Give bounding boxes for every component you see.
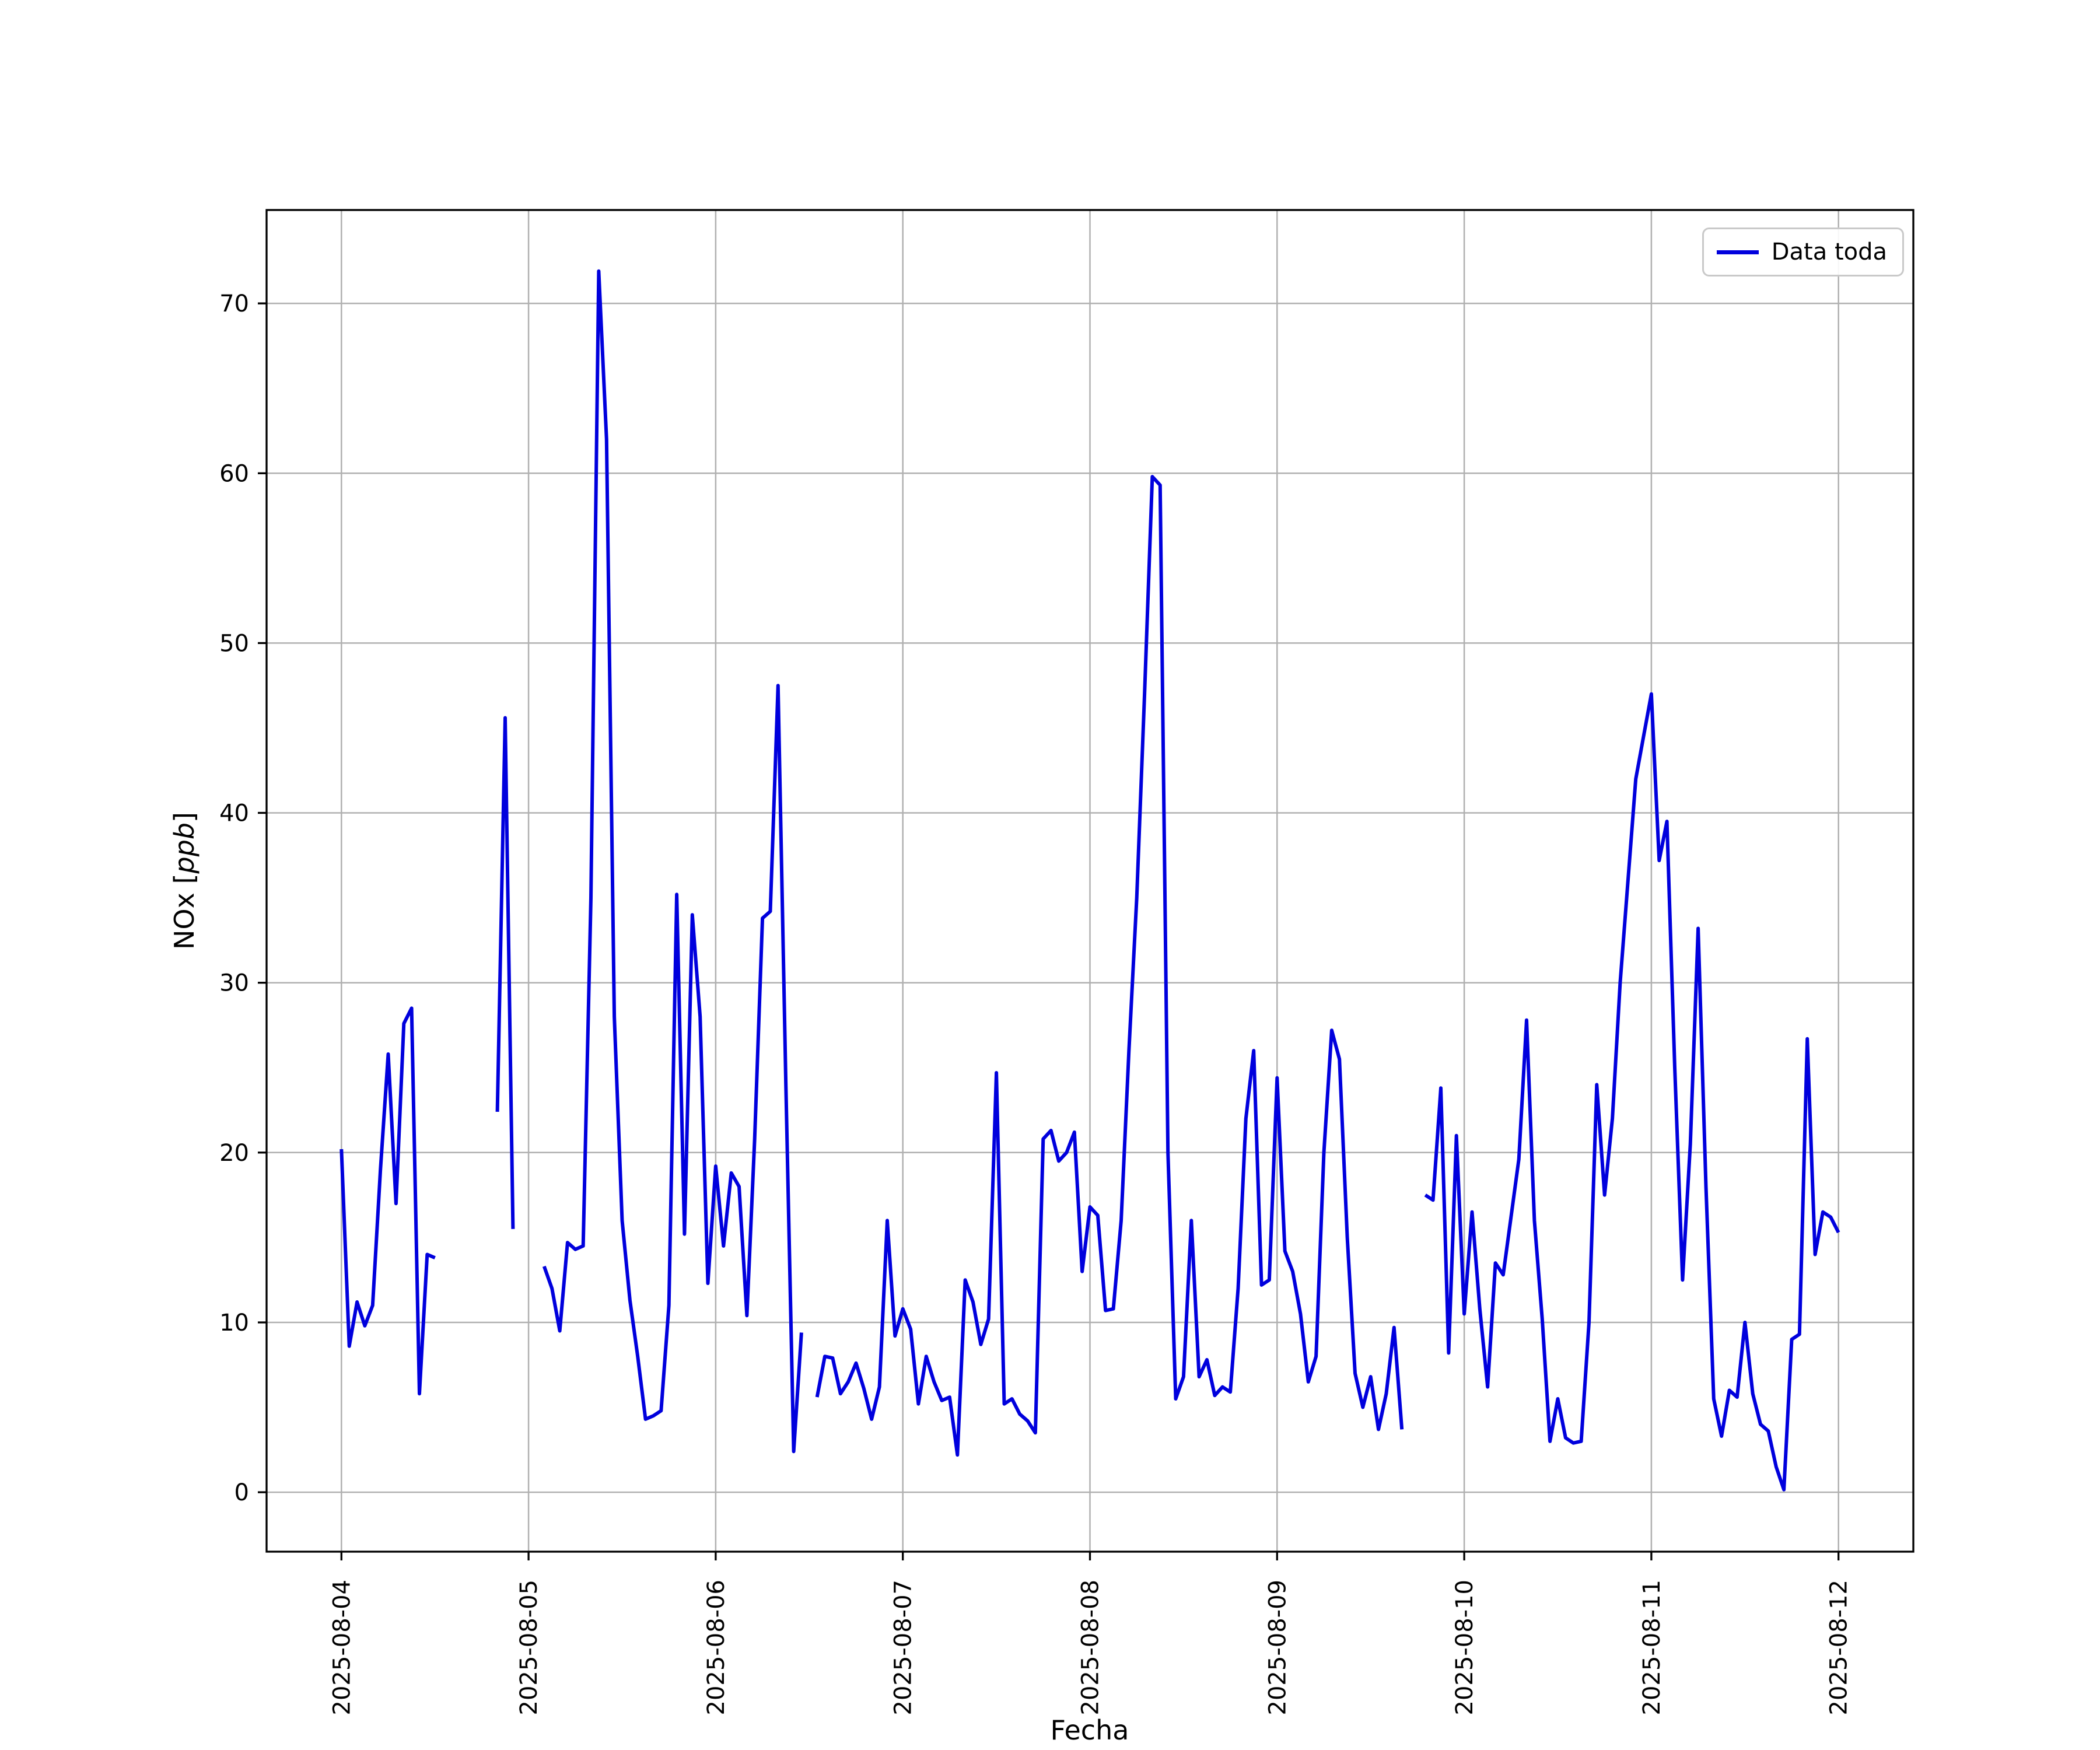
y-tick-label: 50	[219, 630, 249, 657]
data-line-series	[815, 475, 1404, 1457]
x-axis-label: Fecha	[1050, 1714, 1129, 1746]
legend-label: Data toda	[1771, 239, 1887, 265]
axes-spines	[265, 209, 1915, 1553]
y-tick-label: 70	[219, 290, 249, 317]
x-tick-label: 2025-08-07	[890, 1580, 917, 1715]
y-axis-label-math: ppb	[169, 822, 200, 874]
y-tick-label: 40	[219, 800, 249, 827]
y-tick-label: 20	[219, 1140, 249, 1167]
y-tick-label: 60	[219, 460, 249, 487]
y-tick-label: 0	[235, 1479, 249, 1506]
legend: Data toda	[1702, 228, 1904, 276]
x-tick-label: 2025-08-06	[703, 1580, 730, 1715]
legend-line-sample	[1716, 250, 1759, 254]
data-line-series	[542, 269, 803, 1454]
x-tick-label: 2025-08-09	[1264, 1580, 1291, 1715]
y-tick-label: 30	[219, 970, 249, 997]
data-line-series	[495, 716, 515, 1229]
y-tick-label: 10	[219, 1310, 249, 1336]
x-tick-label: 2025-08-12	[1826, 1580, 1853, 1715]
x-tick-label: 2025-08-05	[516, 1580, 542, 1715]
data-line-series	[1424, 692, 1840, 1492]
y-axis-label-suffix: ]	[169, 812, 200, 822]
data-line-series	[340, 1006, 436, 1396]
y-axis-label: NOx [ppb]	[169, 812, 200, 950]
y-axis-label-prefix: NOx [	[169, 873, 200, 950]
x-tick-label: 2025-08-11	[1639, 1580, 1665, 1715]
x-tick-label: 2025-08-10	[1451, 1580, 1478, 1715]
x-tick-label: 2025-08-04	[328, 1580, 355, 1715]
x-tick-label: 2025-08-08	[1077, 1580, 1104, 1715]
